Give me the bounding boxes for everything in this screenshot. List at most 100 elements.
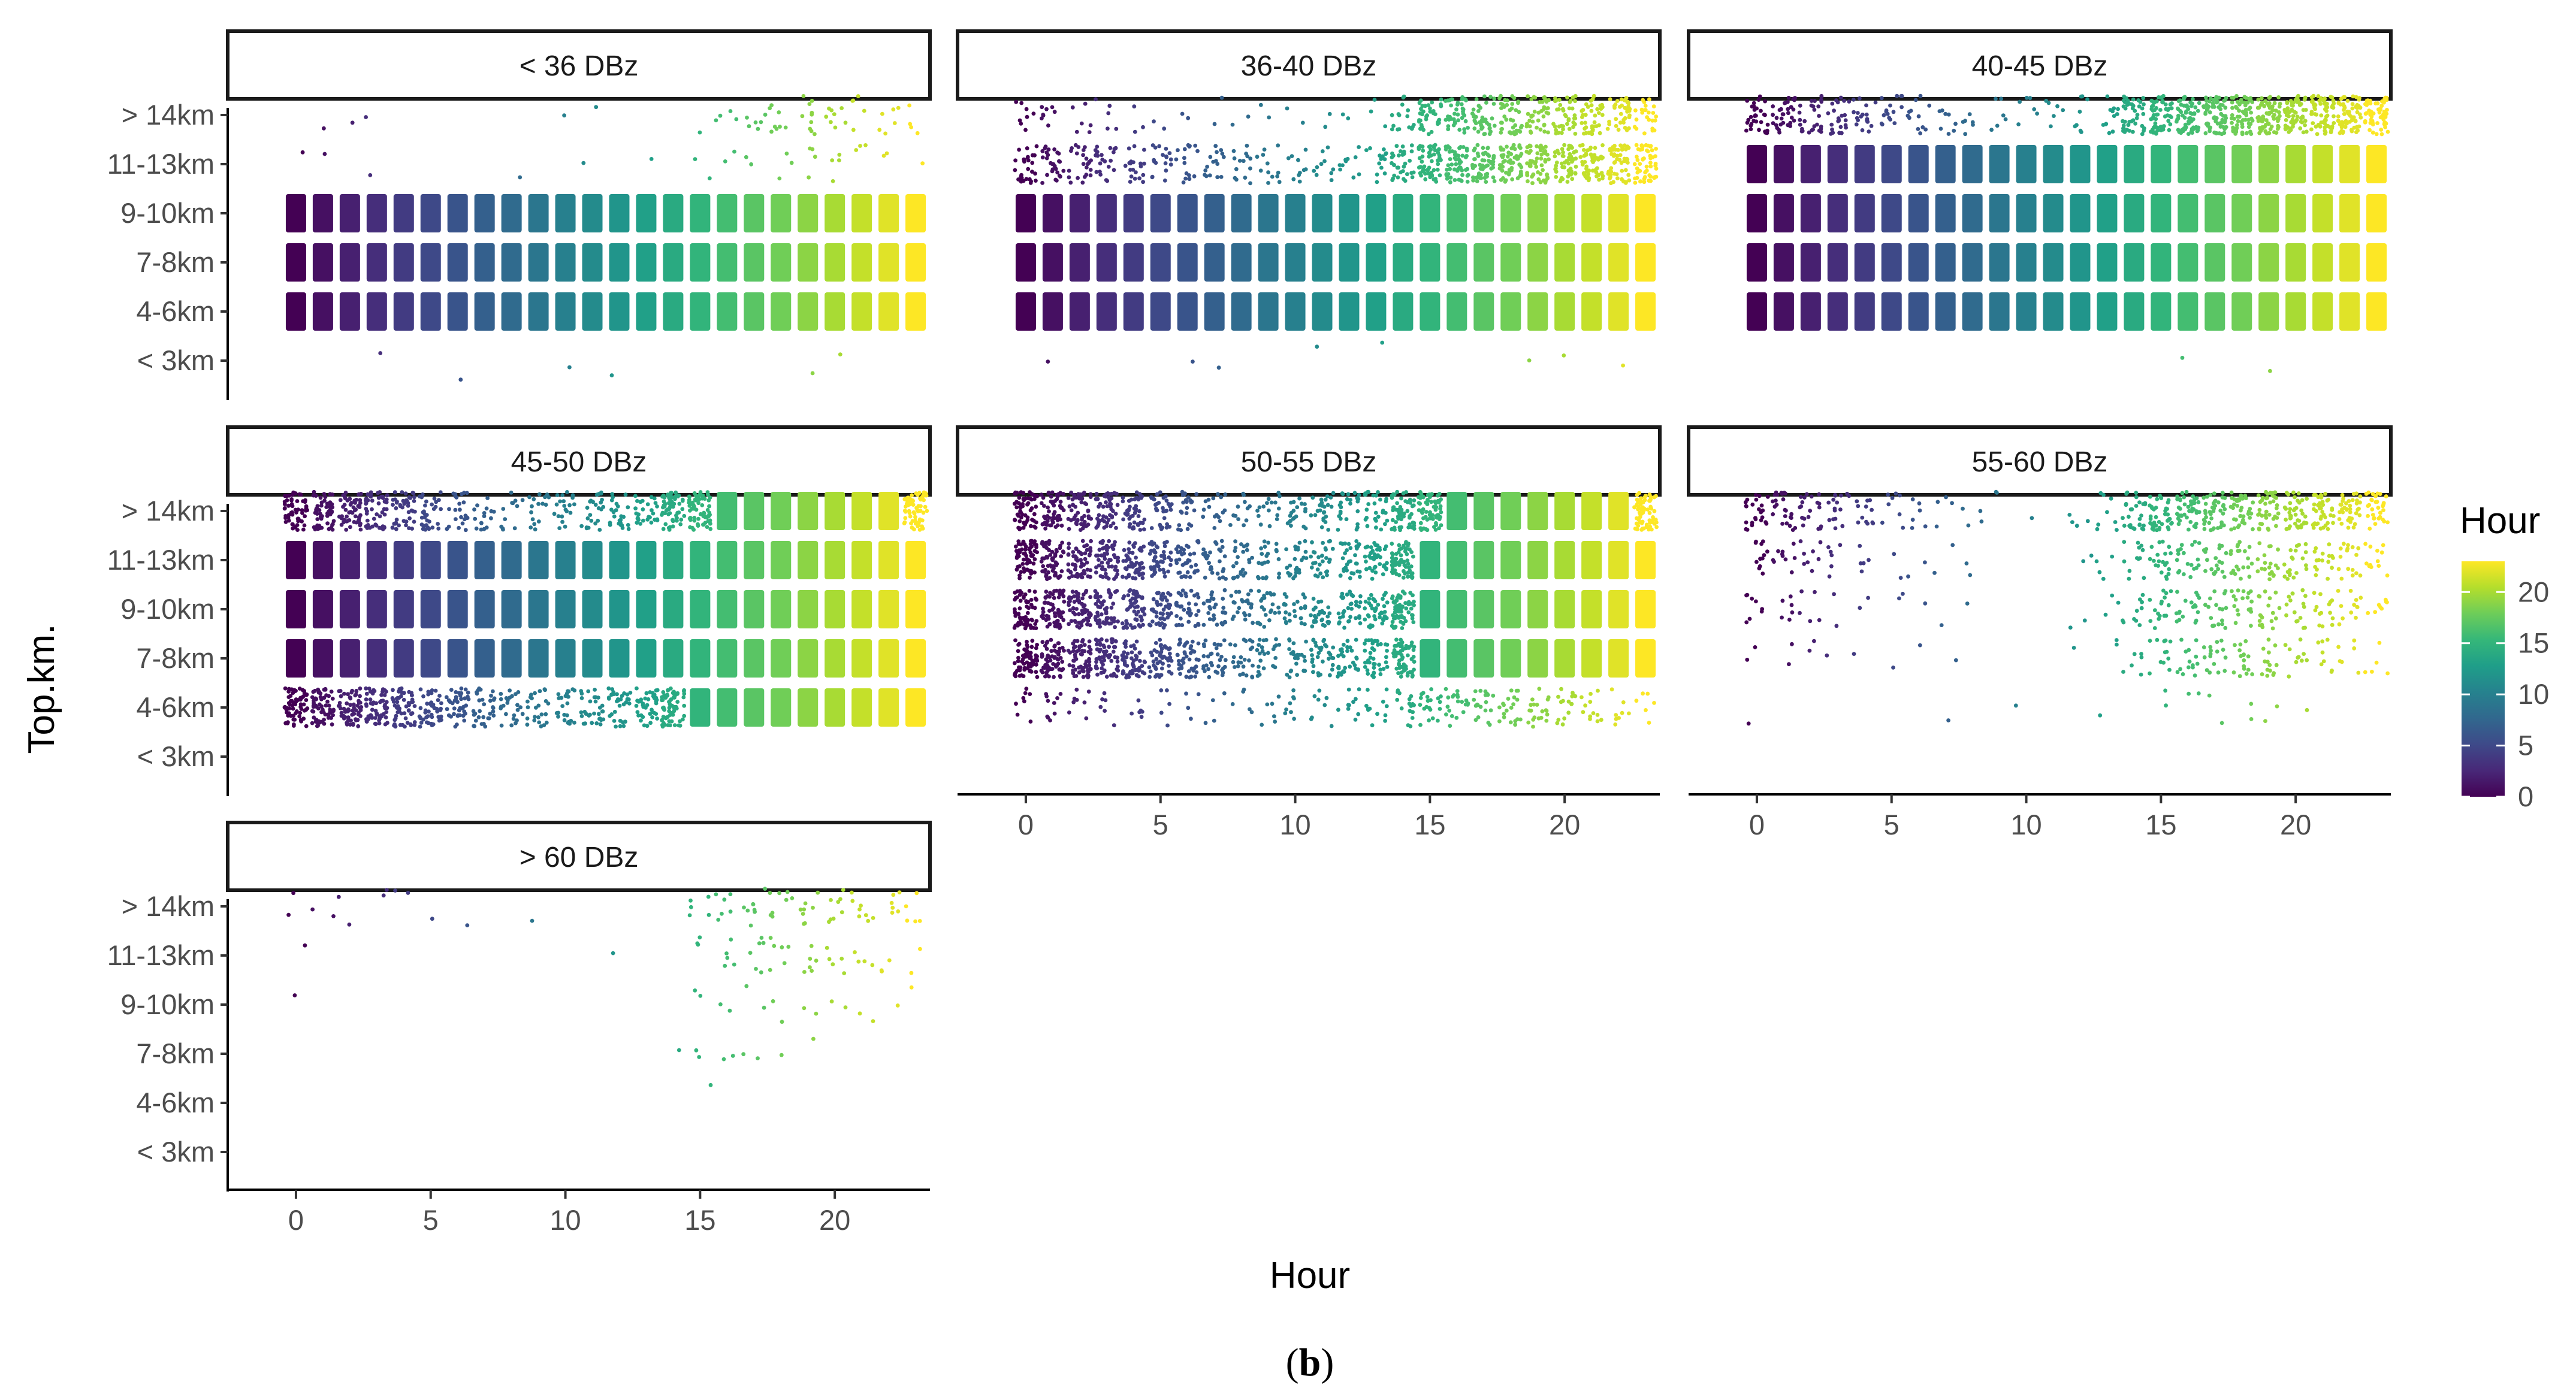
dense-point-block [1527,194,1548,232]
data-point [1219,655,1224,659]
data-point [1086,619,1091,623]
data-point [2110,129,2115,134]
data-point [1541,114,1546,119]
dense-point-block [1554,194,1575,232]
dense-point-block [420,292,441,331]
data-point [2349,128,2354,132]
data-point [1391,162,1396,167]
data-point [1744,128,1748,133]
data-point [1183,651,1187,656]
data-point [667,706,672,710]
data-point [2207,126,2212,131]
data-point [1564,114,1568,119]
dense-point-block [2339,243,2360,282]
data-point [1598,103,1603,108]
data-point [2347,113,2352,117]
data-point [1530,181,1535,186]
data-point [1070,589,1075,594]
data-point [383,722,388,727]
data-point [615,697,620,701]
data-point [477,698,482,703]
data-point [1476,104,1481,108]
data-point [513,498,518,503]
data-point [1132,144,1137,149]
data-point [1396,671,1400,676]
data-point [1073,655,1077,659]
data-point [1583,703,1587,708]
data-point [1206,667,1210,672]
data-point [2293,98,2298,102]
data-point [1112,645,1116,649]
dense-point-block [1096,194,1117,232]
data-point [348,497,352,501]
data-point [1014,99,1019,104]
data-point [1595,166,1599,171]
data-point [370,691,375,696]
dense-point-block [2016,243,2037,282]
data-point [1112,168,1116,173]
data-point [600,709,605,713]
data-point [1222,638,1227,643]
data-point [384,700,389,704]
data-point [312,715,316,720]
data-point [1585,174,1590,178]
data-point [1139,715,1144,719]
data-point [2379,132,2384,137]
data-point [674,513,678,518]
dense-point-block [1854,292,1875,331]
data-point [348,703,353,707]
dense-point-block [905,639,926,678]
data-point [1369,109,1373,114]
data-point [1406,108,1411,113]
data-point [1168,162,1173,167]
data-point [1245,143,1249,148]
data-point [1449,103,1453,108]
data-point [436,698,440,703]
data-point [1963,119,1967,123]
data-point [316,527,320,531]
data-point [556,692,561,697]
dense-point-block [878,688,899,727]
data-point [1600,143,1605,147]
data-point [539,712,544,716]
data-point [1055,179,1059,183]
data-point [1040,652,1044,657]
data-point [1475,179,1479,183]
data-point [1595,107,1600,111]
data-point [1340,112,1345,117]
data-point [565,701,570,706]
data-point [556,514,561,519]
data-point [1393,654,1398,658]
data-point [916,492,920,497]
data-point [2257,131,2262,135]
dense-point-block [1500,243,1521,282]
dense-point-block [1420,243,1440,282]
dense-point-block [1746,243,1767,282]
data-point [2107,131,2112,135]
data-point [459,697,463,701]
data-point [1273,656,1278,660]
data-point [1423,171,1427,176]
data-point [1816,104,1821,108]
data-point [1864,103,1868,108]
data-point [2384,121,2388,126]
data-point [1612,104,1617,108]
data-point [678,719,682,724]
data-point [1342,670,1346,674]
data-point [1599,718,1603,722]
data-point [1028,664,1033,669]
dense-point-block [2070,292,2091,331]
data-point [635,686,639,691]
data-point [1336,666,1340,670]
data-point [1559,700,1563,704]
data-point [2256,119,2261,123]
data-point [1230,122,1235,127]
dense-point-block [2231,194,2252,232]
data-point [1041,606,1045,611]
data-point [2351,115,2356,120]
data-point [1331,645,1336,650]
data-point [884,151,889,156]
data-point [1241,664,1246,669]
data-point [1286,156,1291,161]
dense-point-block [1150,194,1171,232]
